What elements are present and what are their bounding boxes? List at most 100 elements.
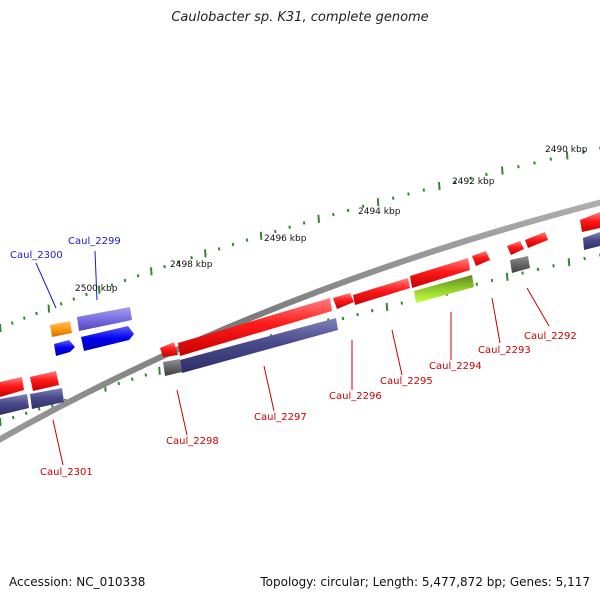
scale-tick bbox=[356, 312, 359, 317]
scale-tick bbox=[583, 256, 586, 261]
scale-tick bbox=[385, 302, 389, 311]
gene-label-caul-2300[interactable]: Caul_2300 bbox=[10, 250, 63, 261]
scale-tick bbox=[11, 415, 15, 420]
scale-tick bbox=[245, 238, 249, 242]
gene-features bbox=[0, 212, 600, 415]
scale-tick bbox=[259, 231, 263, 240]
gene-caul-2301-reverse[interactable] bbox=[30, 388, 64, 409]
gene-caul-2292-reverse[interactable] bbox=[583, 232, 600, 250]
scale-tick bbox=[370, 309, 374, 313]
scale-tick bbox=[72, 297, 76, 301]
gene-caul-2293-small[interactable] bbox=[507, 241, 524, 255]
scale-tick bbox=[217, 247, 221, 251]
scale-tick bbox=[376, 198, 380, 207]
scale-tick bbox=[23, 316, 26, 320]
scale-tick bbox=[475, 282, 479, 286]
gene-labels: Caul_2292 Caul_2293 Caul_2294 Caul_2295 … bbox=[10, 236, 577, 478]
scale-tick bbox=[123, 278, 127, 283]
scale-tick bbox=[505, 272, 509, 281]
gene-caul-2299[interactable] bbox=[77, 307, 132, 331]
genome-backbone bbox=[0, 199, 600, 443]
scale-tick bbox=[85, 292, 88, 297]
gene-caul-2301-left[interactable] bbox=[0, 377, 24, 397]
gene-label-caul-2294[interactable]: Caul_2294 bbox=[429, 361, 482, 372]
scale-tick bbox=[346, 208, 350, 213]
scale-tick bbox=[37, 407, 41, 411]
gene-caul-2295[interactable] bbox=[410, 258, 470, 288]
scale-tick bbox=[288, 225, 291, 229]
scale-tick bbox=[144, 373, 148, 377]
scale-tick bbox=[521, 271, 524, 275]
scale-tick bbox=[35, 311, 38, 316]
gene-label-caul-2293[interactable]: Caul_2293 bbox=[478, 345, 531, 356]
scale-tick bbox=[302, 221, 306, 225]
scale-tick bbox=[231, 242, 235, 247]
gene-caul-2300-blue[interactable] bbox=[54, 340, 75, 356]
scale-tick bbox=[422, 188, 426, 192]
gene-caul-2297-reverse[interactable] bbox=[180, 318, 338, 373]
map-title: Caulobacter sp. K31, complete genome bbox=[171, 10, 429, 25]
scale-tick bbox=[204, 249, 207, 258]
scale-tick bbox=[190, 256, 193, 260]
scale-tick bbox=[163, 265, 166, 269]
scale-tick bbox=[0, 323, 2, 333]
label-leaders bbox=[35, 250, 550, 466]
gene-caul-2300[interactable] bbox=[50, 321, 72, 337]
scale-tick bbox=[453, 180, 457, 184]
scale-tick bbox=[490, 278, 494, 283]
gene-caul-2294[interactable] bbox=[472, 251, 490, 266]
scale-tick bbox=[517, 165, 520, 169]
scale-tick bbox=[485, 172, 488, 177]
gene-caul-2292[interactable] bbox=[580, 212, 600, 232]
gene-caul-2296[interactable] bbox=[333, 293, 354, 309]
gene-caul-2299-blue[interactable] bbox=[81, 326, 134, 351]
gene-caul-2298[interactable] bbox=[160, 342, 178, 357]
gene-label-caul-2292[interactable]: Caul_2292 bbox=[524, 331, 577, 342]
scale-label-2500: 2500 kbp bbox=[75, 284, 118, 294]
gene-label-caul-2301[interactable]: Caul_2301 bbox=[40, 467, 93, 478]
gene-label-caul-2295[interactable]: Caul_2295 bbox=[380, 376, 433, 387]
gene-label-caul-2297[interactable]: Caul_2297 bbox=[254, 412, 307, 423]
gene-label-caul-2298[interactable]: Caul_2298 bbox=[166, 436, 219, 447]
scale-tick bbox=[24, 411, 28, 415]
scale-tick bbox=[176, 260, 180, 264]
scale-tick bbox=[341, 316, 345, 321]
scale-label-2498: 2498 kbp bbox=[170, 260, 213, 270]
scale-tick bbox=[97, 285, 101, 294]
gene-caul-2297[interactable] bbox=[178, 298, 332, 356]
scale-tick bbox=[501, 166, 504, 175]
scale-tick bbox=[536, 267, 540, 272]
gene-caul-2298-gray[interactable] bbox=[163, 359, 182, 376]
scale-tick bbox=[567, 258, 571, 267]
scale-tick bbox=[407, 192, 410, 196]
scale-tick bbox=[391, 196, 395, 200]
gene-caul-2293-gray[interactable] bbox=[510, 256, 530, 273]
scale-tick bbox=[549, 157, 553, 161]
scale-label-2492: 2492 kbp bbox=[452, 177, 495, 187]
scale-tick bbox=[582, 150, 585, 154]
scale-tick bbox=[158, 366, 161, 375]
accession-text: Accession: NC_010338 bbox=[9, 575, 146, 589]
genome-info-text: Topology: circular; Length: 5,477,872 bp… bbox=[260, 575, 590, 589]
scale-tick bbox=[59, 302, 63, 306]
scale-label-2490: 2490 kbp bbox=[545, 145, 588, 155]
scale-tick bbox=[117, 381, 121, 386]
gene-caul-2301-reverse-left[interactable] bbox=[0, 394, 29, 415]
scale-tick bbox=[332, 212, 335, 217]
gene-label-caul-2299[interactable]: Caul_2299 bbox=[68, 236, 121, 247]
scale-tick bbox=[274, 229, 277, 234]
gene-caul-2301[interactable] bbox=[30, 371, 59, 391]
gene-caul-2295-b[interactable] bbox=[353, 278, 410, 305]
gene-caul-2293[interactable] bbox=[525, 232, 548, 248]
scale-label-2496: 2496 kbp bbox=[264, 234, 307, 244]
gene-label-caul-2296[interactable]: Caul_2296 bbox=[329, 391, 382, 402]
scale-tick bbox=[400, 301, 404, 305]
scale-tick bbox=[136, 274, 140, 278]
scale-tick bbox=[110, 283, 114, 287]
scale-labels: 2490 kbp 2492 kbp 2494 kbp 2496 kbp 2498… bbox=[75, 145, 588, 294]
scale-tick bbox=[438, 182, 441, 191]
gene-caul-2294-green[interactable] bbox=[414, 275, 474, 303]
scale-tick bbox=[533, 161, 536, 165]
scale-tick bbox=[131, 377, 134, 381]
